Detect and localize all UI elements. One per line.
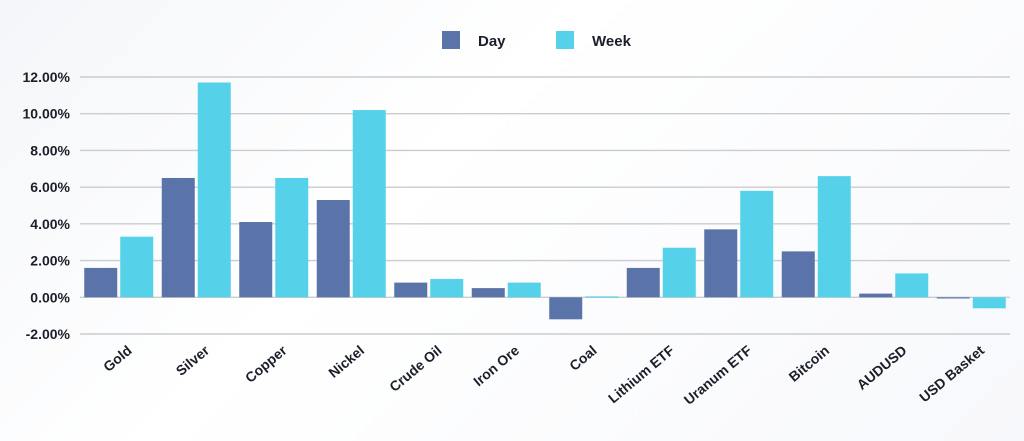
bar-day-silver bbox=[161, 177, 195, 298]
bar-day-iron-ore bbox=[471, 288, 505, 298]
bar-day-gold bbox=[84, 267, 118, 298]
bars bbox=[84, 82, 1006, 320]
x-tick-label: Iron Ore bbox=[470, 342, 522, 389]
x-tick-label: Coal bbox=[566, 342, 600, 374]
y-tick-label: 12.00% bbox=[23, 69, 71, 85]
x-tick-label: Lithium ETF bbox=[605, 342, 678, 407]
legend-label-day: Day bbox=[478, 33, 506, 50]
legend-swatch-week bbox=[556, 31, 574, 49]
x-tick-label: Nickel bbox=[325, 342, 367, 381]
legend-label-week: Week bbox=[592, 33, 632, 50]
bar-week-coal bbox=[585, 296, 619, 298]
x-tick-label: Uranum ETF bbox=[681, 342, 755, 408]
y-tick-label: 0.00% bbox=[30, 289, 70, 305]
x-tick-label: Copper bbox=[242, 342, 290, 386]
bar-day-usd-basket bbox=[936, 297, 970, 299]
bar-week-bitcoin bbox=[817, 176, 851, 298]
bar-day-bitcoin bbox=[781, 251, 815, 298]
bar-week-crude-oil bbox=[430, 278, 464, 298]
x-tick-label: Bitcoin bbox=[786, 342, 833, 385]
bar-week-gold bbox=[120, 236, 154, 298]
bar-week-uranum-etf bbox=[740, 190, 774, 298]
bar-week-iron-ore bbox=[507, 282, 541, 298]
bar-day-crude-oil bbox=[394, 282, 428, 298]
x-tick-label: USD Basket bbox=[916, 342, 987, 405]
x-tick-label: Gold bbox=[100, 342, 135, 375]
bar-week-audusd bbox=[895, 273, 929, 298]
bar-day-copper bbox=[239, 222, 273, 298]
y-tick-label: -2.00% bbox=[26, 326, 71, 342]
y-tick-label: 2.00% bbox=[30, 253, 70, 269]
y-tick-label: 10.00% bbox=[23, 106, 71, 122]
y-tick-label: 8.00% bbox=[30, 142, 70, 158]
y-tick-label: 4.00% bbox=[30, 216, 70, 232]
legend: Day Week bbox=[442, 31, 632, 50]
x-axis-ticks: Gold Silver Copper Nickel Crude Oil Iron Ore C… bbox=[100, 342, 987, 408]
y-axis-ticks: 12.00% 10.00% 8.00% 6.00% 4.00% 2.00% 0.00% -2.… bbox=[23, 69, 71, 342]
bar-week-lithium-etf bbox=[662, 247, 696, 298]
bar-week-nickel bbox=[352, 110, 386, 298]
gridlines bbox=[80, 76, 1010, 335]
bar-day-nickel bbox=[316, 199, 350, 298]
y-tick-label: 6.00% bbox=[30, 179, 70, 195]
x-tick-label: AUDUSD bbox=[854, 342, 910, 393]
bar-week-copper bbox=[275, 177, 309, 298]
x-tick-label: Crude Oil bbox=[386, 342, 445, 395]
bar-day-audusd bbox=[859, 293, 893, 298]
bar-day-coal bbox=[549, 297, 583, 320]
legend-swatch-day bbox=[442, 31, 460, 49]
bar-day-uranum-etf bbox=[704, 229, 738, 298]
bar-day-lithium-etf bbox=[626, 267, 660, 298]
bar-week-silver bbox=[197, 82, 231, 298]
x-tick-label: Silver bbox=[173, 342, 213, 379]
bar-week-usd-basket bbox=[972, 297, 1006, 309]
